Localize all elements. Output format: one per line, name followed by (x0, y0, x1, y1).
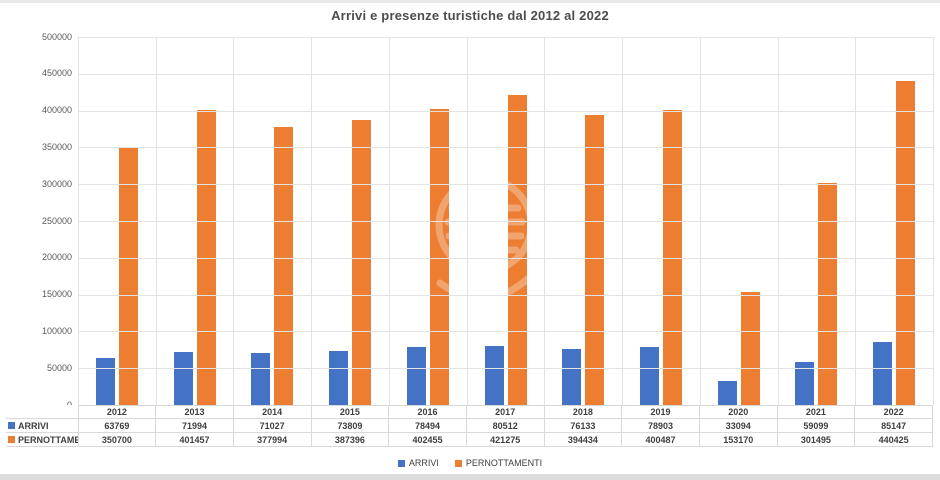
value-cell: 394434 (543, 432, 623, 447)
year-cell: 2018 (543, 405, 623, 419)
y-tick-label: 100000 (41, 325, 72, 336)
bar-arrivi-2020 (717, 381, 737, 405)
bar-pernottamenti-2017 (507, 95, 527, 405)
chart-title: Arrivi e presenze turistiche dal 2012 al… (331, 8, 609, 23)
horizontal-gridline (78, 294, 933, 296)
y-tick-label: 250000 (41, 215, 72, 226)
bar-arrivi-2012 (95, 358, 115, 405)
year-cell: 2014 (232, 405, 312, 419)
value-cell: 33094 (698, 418, 778, 433)
y-tick-label: 350000 (41, 141, 72, 152)
value-cell: 78494 (388, 418, 467, 433)
value-cell: 80512 (465, 418, 545, 433)
bottom-strip (0, 474, 940, 480)
legend-item-pernottamenti: PERNOTTAMENTI (454, 458, 543, 468)
legend-item-arrivi: ARRIVI (397, 458, 439, 468)
value-cell: 402455 (388, 432, 467, 447)
value-cell: 71994 (155, 418, 234, 433)
horizontal-gridline (78, 73, 933, 75)
bar-arrivi-2021 (795, 362, 815, 405)
year-cell: 2021 (776, 405, 856, 419)
bar-pernottamenti-2016 (429, 109, 449, 405)
legend-key-icon (397, 459, 405, 467)
year-cell: 2012 (77, 405, 157, 419)
legend-label: PERNOTTAMENTI (465, 458, 543, 468)
horizontal-gridline (78, 257, 933, 259)
table-corner-cell (6, 405, 79, 419)
horizontal-gridline (78, 331, 933, 333)
y-tick-label: 150000 (41, 289, 72, 300)
y-tick-label: 450000 (41, 68, 72, 79)
bar-arrivi-2015 (329, 351, 349, 405)
value-cell: 73809 (310, 418, 390, 433)
year-cell: 2020 (698, 405, 778, 419)
horizontal-gridline (78, 147, 933, 149)
bar-arrivi-2017 (484, 346, 504, 405)
data-table: 2012 2013 2014 2015 2016 2017 2018 2019 2020 2021… (6, 405, 933, 447)
horizontal-gridline (78, 184, 933, 186)
y-tick-label: 50000 (46, 362, 72, 373)
value-cell: 63769 (77, 418, 157, 433)
value-cell: 377994 (232, 432, 312, 447)
bar-pernottamenti-2021 (818, 183, 838, 405)
bar-pernottamenti-2012 (118, 147, 138, 405)
vertical-gridline (933, 37, 934, 405)
value-cell: 78903 (621, 418, 700, 433)
horizontal-gridline (78, 37, 933, 38)
plot-area (78, 37, 934, 406)
year-cell: 2017 (465, 405, 545, 419)
value-cell: 301495 (776, 432, 856, 447)
legend-key-icon (454, 459, 462, 467)
value-cell: 59099 (776, 418, 856, 433)
bar-arrivi-2013 (173, 352, 193, 405)
bar-arrivi-2022 (873, 342, 893, 405)
value-cell: 400487 (621, 432, 700, 447)
bar-pernottamenti-2014 (274, 127, 294, 405)
table-row-years: 2012 2013 2014 2015 2016 2017 2018 2019 2020 2021… (6, 405, 933, 419)
value-cell: 421275 (465, 432, 545, 447)
year-cell: 2019 (621, 405, 700, 419)
y-tick-label: 0 (0, 400, 72, 411)
table-row-arrivi: ARRIVI 63769 71994 71027 73809 78494 80512 7613… (6, 418, 933, 433)
y-tick-label: 300000 (41, 178, 72, 189)
value-cell: 71027 (232, 418, 312, 433)
value-cell: 153170 (698, 432, 778, 447)
y-axis: 0 50000 100000 150000 200000 250000 300000 3500… (0, 0, 72, 480)
horizontal-gridline (78, 110, 933, 112)
value-cell: 401457 (155, 432, 234, 447)
value-cell: 76133 (543, 418, 623, 433)
legend-label: ARRIVI (408, 458, 439, 468)
bar-arrivi-2019 (639, 347, 659, 405)
chart-legend: ARRIVI PERNOTTAMENTI (0, 456, 940, 470)
value-cell: 387396 (310, 432, 390, 447)
y-tick-label: 200000 (41, 252, 72, 263)
bar-pernottamenti-2019 (662, 110, 682, 405)
horizontal-gridline (78, 221, 933, 222)
series-label-cell: ARRIVI (6, 418, 79, 433)
bar-pernottamenti-2022 (896, 81, 916, 405)
value-cell: 440425 (854, 432, 933, 447)
year-cell: 2022 (854, 405, 933, 419)
horizontal-gridline (78, 368, 933, 370)
year-cell: 2016 (388, 405, 467, 419)
bar-pernottamenti-2013 (196, 110, 216, 405)
series-label-cell: PERNOTTAMENTI (6, 432, 79, 447)
bar-arrivi-2016 (406, 347, 426, 405)
y-tick-label: 400000 (41, 105, 72, 116)
value-cell: 350700 (77, 432, 157, 447)
series-key-icon (8, 422, 15, 429)
y-tick-label: 500000 (41, 31, 72, 42)
value-cell: 85147 (854, 418, 933, 433)
bar-pernottamenti-2018 (585, 115, 605, 405)
bar-arrivi-2018 (562, 349, 582, 405)
year-cell: 2013 (155, 405, 234, 419)
table-row-pernottamenti: PERNOTTAMENTI350700401457377994387396402… (6, 432, 933, 447)
series-key-icon (8, 436, 15, 443)
bar-pernottamenti-2015 (352, 120, 372, 405)
bar-pernottamenti-2020 (740, 292, 760, 405)
bar-arrivi-2014 (251, 353, 271, 405)
top-strip (0, 0, 940, 3)
year-cell: 2015 (310, 405, 390, 419)
